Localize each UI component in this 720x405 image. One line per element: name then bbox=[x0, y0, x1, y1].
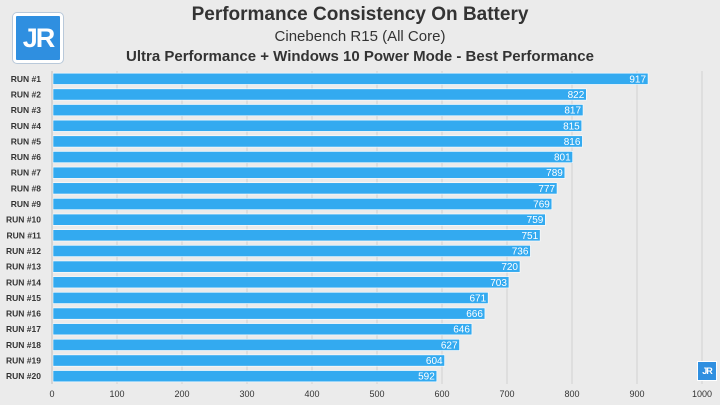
value-label: 592 bbox=[418, 372, 435, 383]
category-label: RUN #11 bbox=[7, 230, 42, 240]
chart-titles: Performance Consistency On Battery Cineb… bbox=[0, 3, 720, 67]
bar bbox=[52, 354, 445, 367]
jr-logo: JR bbox=[13, 13, 63, 63]
x-tick-label: 100 bbox=[109, 389, 124, 399]
x-tick-label: 400 bbox=[304, 389, 319, 399]
value-label: 720 bbox=[501, 262, 518, 273]
value-label: 822 bbox=[568, 90, 585, 101]
category-label: RUN #1 bbox=[11, 74, 42, 84]
bar bbox=[52, 88, 587, 101]
bar bbox=[52, 151, 573, 164]
bar bbox=[52, 229, 541, 242]
logo-text: JR bbox=[22, 22, 55, 53]
bar bbox=[52, 323, 473, 336]
value-label: 769 bbox=[533, 200, 550, 211]
category-label: RUN #10 bbox=[6, 215, 41, 225]
bar bbox=[52, 166, 566, 179]
value-label: 736 bbox=[512, 246, 529, 257]
value-label: 789 bbox=[546, 168, 563, 179]
value-label: 801 bbox=[554, 153, 571, 164]
x-tick-label: 0 bbox=[49, 389, 54, 399]
category-label: RUN #16 bbox=[6, 309, 41, 319]
value-label: 751 bbox=[521, 231, 538, 242]
bar bbox=[52, 260, 521, 273]
category-label: RUN #8 bbox=[11, 183, 42, 193]
bar bbox=[52, 338, 460, 351]
category-label: RUN #9 bbox=[11, 199, 42, 209]
bar bbox=[52, 198, 553, 210]
bar bbox=[52, 72, 649, 85]
x-tick-label: 600 bbox=[434, 389, 449, 399]
value-label: 816 bbox=[564, 137, 581, 148]
x-tick-label: 700 bbox=[499, 389, 514, 399]
value-label: 917 bbox=[629, 74, 646, 85]
category-label: RUN #14 bbox=[6, 277, 41, 287]
value-label: 627 bbox=[441, 340, 458, 351]
bar bbox=[52, 307, 486, 320]
value-label: 815 bbox=[563, 121, 580, 132]
category-label: RUN #4 bbox=[11, 121, 42, 131]
bar bbox=[52, 182, 558, 195]
bar bbox=[52, 370, 438, 383]
chart-title: Performance Consistency On Battery bbox=[191, 4, 529, 25]
value-label: 604 bbox=[426, 356, 443, 367]
bar bbox=[52, 135, 583, 148]
bar bbox=[52, 104, 584, 117]
x-tick-label: 300 bbox=[239, 389, 254, 399]
value-label: 777 bbox=[538, 184, 555, 195]
category-label: RUN #15 bbox=[6, 293, 41, 303]
value-label: 759 bbox=[527, 215, 544, 226]
value-label: 703 bbox=[490, 278, 507, 289]
x-tick-label: 800 bbox=[564, 389, 579, 399]
bar bbox=[52, 276, 510, 289]
value-label: 817 bbox=[564, 106, 581, 117]
category-label: RUN #13 bbox=[6, 262, 41, 272]
value-label: 666 bbox=[466, 309, 483, 320]
bar bbox=[52, 291, 489, 304]
watermark-text: JR bbox=[702, 366, 712, 376]
x-tick-label: 500 bbox=[369, 389, 384, 399]
value-label: 671 bbox=[469, 293, 486, 304]
bar bbox=[52, 245, 531, 257]
value-label: 646 bbox=[453, 325, 470, 336]
jr-watermark-logo: JR bbox=[697, 361, 717, 381]
chart-subtitle: Cinebench R15 (All Core) bbox=[274, 28, 446, 45]
bar bbox=[52, 119, 583, 132]
category-label: RUN #12 bbox=[6, 246, 41, 256]
category-label: RUN #19 bbox=[6, 356, 41, 366]
x-tick-label: 900 bbox=[629, 389, 644, 399]
category-label: RUN #2 bbox=[11, 89, 42, 99]
category-label: RUN #17 bbox=[6, 324, 41, 334]
chart-subtitle-2: Ultra Performance + Windows 10 Power Mod… bbox=[126, 48, 594, 65]
x-tick-label: 1000 bbox=[692, 389, 712, 399]
category-label: RUN #18 bbox=[6, 340, 41, 350]
bar bbox=[52, 213, 546, 226]
category-label: RUN #5 bbox=[11, 136, 42, 146]
category-label: RUN #3 bbox=[11, 105, 42, 115]
category-label: RUN #20 bbox=[6, 371, 41, 381]
category-label: RUN #6 bbox=[11, 152, 42, 162]
x-tick-label: 200 bbox=[174, 389, 189, 399]
category-label: RUN #7 bbox=[11, 168, 42, 178]
